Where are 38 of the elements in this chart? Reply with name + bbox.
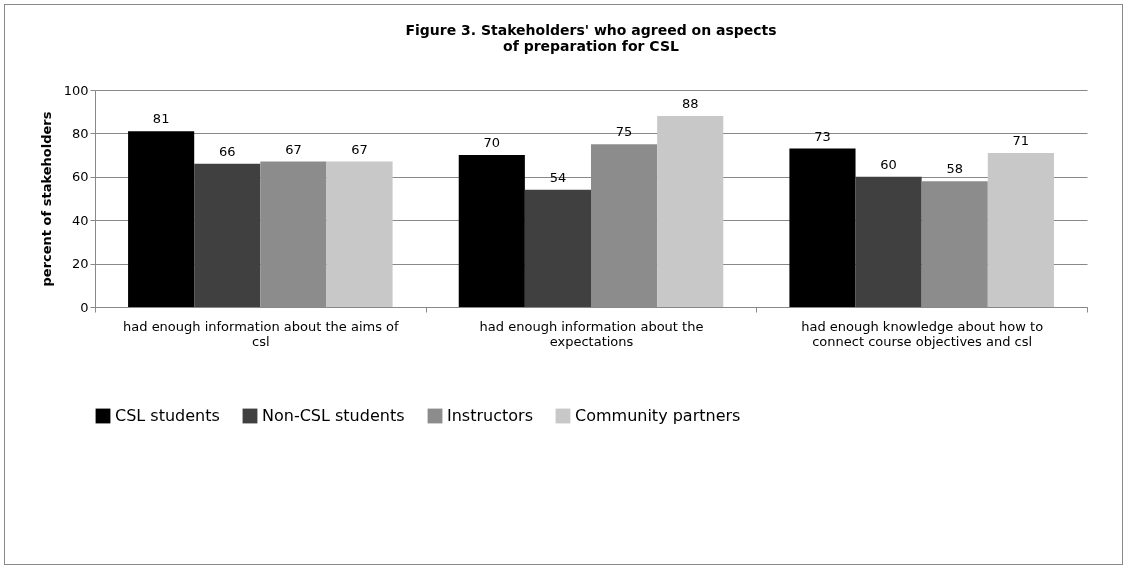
bar — [657, 116, 724, 307]
y-tick-label: 40 — [71, 212, 89, 228]
bar — [855, 176, 922, 307]
data-label: 54 — [549, 169, 567, 185]
data-label: 66 — [218, 143, 236, 159]
bar — [789, 148, 856, 307]
bar — [128, 131, 195, 307]
data-label: 67 — [285, 141, 302, 157]
y-tick-label: 60 — [71, 169, 89, 185]
chart-title: Figure 3. Stakeholders' who agreed on aspects of preparation for CSL — [405, 22, 777, 54]
y-tick-label: 0 — [80, 299, 89, 315]
x-tick-label: had enough knowledge about how to connect course objectives and csl — [801, 318, 1044, 349]
data-label: 60 — [880, 156, 897, 172]
data-label: 81 — [152, 111, 170, 127]
data-label: 58 — [946, 161, 964, 177]
y-axis-title: percent of stakeholders — [38, 111, 54, 287]
bar — [326, 161, 393, 307]
bar — [524, 189, 591, 307]
x-tick-label: had enough information about the expectations — [479, 318, 704, 349]
bar — [987, 152, 1054, 307]
data-label: 73 — [814, 128, 831, 144]
bar — [458, 155, 525, 307]
legend-label: Community partners — [575, 406, 741, 425]
legend-label: Instructors — [447, 406, 533, 425]
data-label: 71 — [1012, 132, 1030, 148]
x-tick-label: had enough information about the aims of csl — [123, 318, 400, 349]
data-label: 88 — [681, 96, 699, 112]
legend-label: Non-CSL students — [262, 406, 405, 425]
data-label: 67 — [351, 141, 368, 157]
y-tick-label: 80 — [71, 125, 89, 141]
y-tick-label: 20 — [71, 256, 89, 272]
legend-label: CSL students — [115, 406, 220, 425]
data-label: 70 — [483, 135, 501, 151]
data-label: 75 — [615, 124, 633, 140]
y-tick-label: 100 — [63, 82, 89, 98]
bar — [260, 161, 327, 307]
bar — [194, 163, 261, 307]
bar — [921, 181, 988, 307]
